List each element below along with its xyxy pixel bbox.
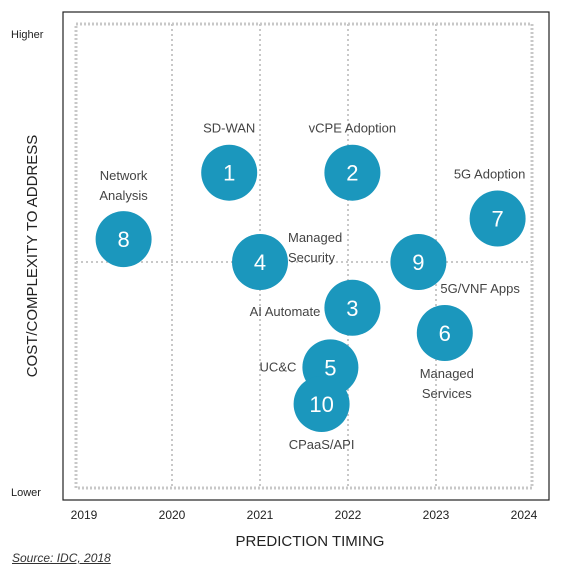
- bubble: [324, 279, 381, 336]
- data-point-6: 6 Managed Services: [416, 304, 474, 401]
- source-note: Source: IDC, 2018: [12, 551, 111, 565]
- y-axis-title: COST/COMPLEXITY TO ADDRESS: [24, 135, 41, 378]
- data-point-1: 1 SD-WAN: [201, 121, 258, 201]
- point-label: Network Analysis: [99, 168, 148, 203]
- x-tick-label: 2022: [335, 508, 362, 522]
- data-point-4: 4 Managed Security: [232, 230, 342, 290]
- bubble-number: 5: [324, 355, 336, 380]
- source-text: : IDC, 2018: [50, 551, 111, 565]
- source-prefix: Source: [12, 551, 51, 565]
- x-tick-labels: 2019 2020 2021 2022 2023 2024: [71, 508, 538, 522]
- bubble-number: 1: [223, 161, 235, 186]
- bubble-number: 4: [254, 250, 266, 275]
- point-label: UC&C: [260, 359, 297, 374]
- point-label: 5G Adoption: [454, 166, 526, 181]
- x-tick-label: 2019: [71, 508, 98, 522]
- x-tick-label: 2020: [159, 508, 186, 522]
- data-point-8: 8 Network Analysis: [95, 168, 152, 268]
- data-points: 1 SD-WAN 2 vCPE Adoption 3 AI Automate 4 Manage…: [95, 121, 526, 452]
- bubble-number: 3: [346, 296, 358, 321]
- y-tick-higher: Higher: [11, 29, 44, 41]
- bubble: [232, 234, 288, 290]
- data-point-9: 9 5G/VNF Apps: [390, 234, 520, 296]
- data-point-2: 2 vCPE Adoption: [309, 121, 396, 201]
- bubble: [293, 375, 350, 432]
- plot-frame: [62, 11, 550, 501]
- x-tick-label: 2024: [511, 508, 538, 522]
- bubble-number: 10: [309, 392, 333, 417]
- data-point-10: 10 CPaaS/API: [289, 375, 355, 452]
- bubble-number: 6: [439, 321, 451, 346]
- y-tick-lower: Lower: [11, 487, 41, 499]
- bubble: [95, 211, 152, 268]
- bubble: [390, 234, 447, 290]
- point-label: Managed Services: [420, 366, 474, 401]
- plot-dotted-border: [74, 22, 534, 490]
- bubble-number: 9: [412, 250, 424, 275]
- point-label: vCPE Adoption: [309, 121, 396, 136]
- bubble: [324, 144, 381, 201]
- bubble: [469, 190, 526, 247]
- bubble-number: 7: [491, 206, 503, 231]
- bubble-number: 8: [117, 227, 129, 252]
- point-label: 5G/VNF Apps: [440, 281, 520, 296]
- point-label: Managed Security: [288, 230, 342, 265]
- data-point-7: 7 5G Adoption: [454, 166, 526, 247]
- x-tick-label: 2021: [247, 508, 274, 522]
- bubble: [201, 144, 258, 201]
- x-axis-title: PREDICTION TIMING: [236, 533, 385, 550]
- point-label: SD-WAN: [203, 121, 255, 136]
- bubble: [416, 304, 473, 361]
- data-point-3: 3 AI Automate: [250, 279, 381, 336]
- point-label: AI Automate: [250, 304, 321, 319]
- bubble-number: 2: [346, 161, 358, 186]
- x-tick-label: 2023: [423, 508, 450, 522]
- point-label: CPaaS/API: [289, 437, 355, 452]
